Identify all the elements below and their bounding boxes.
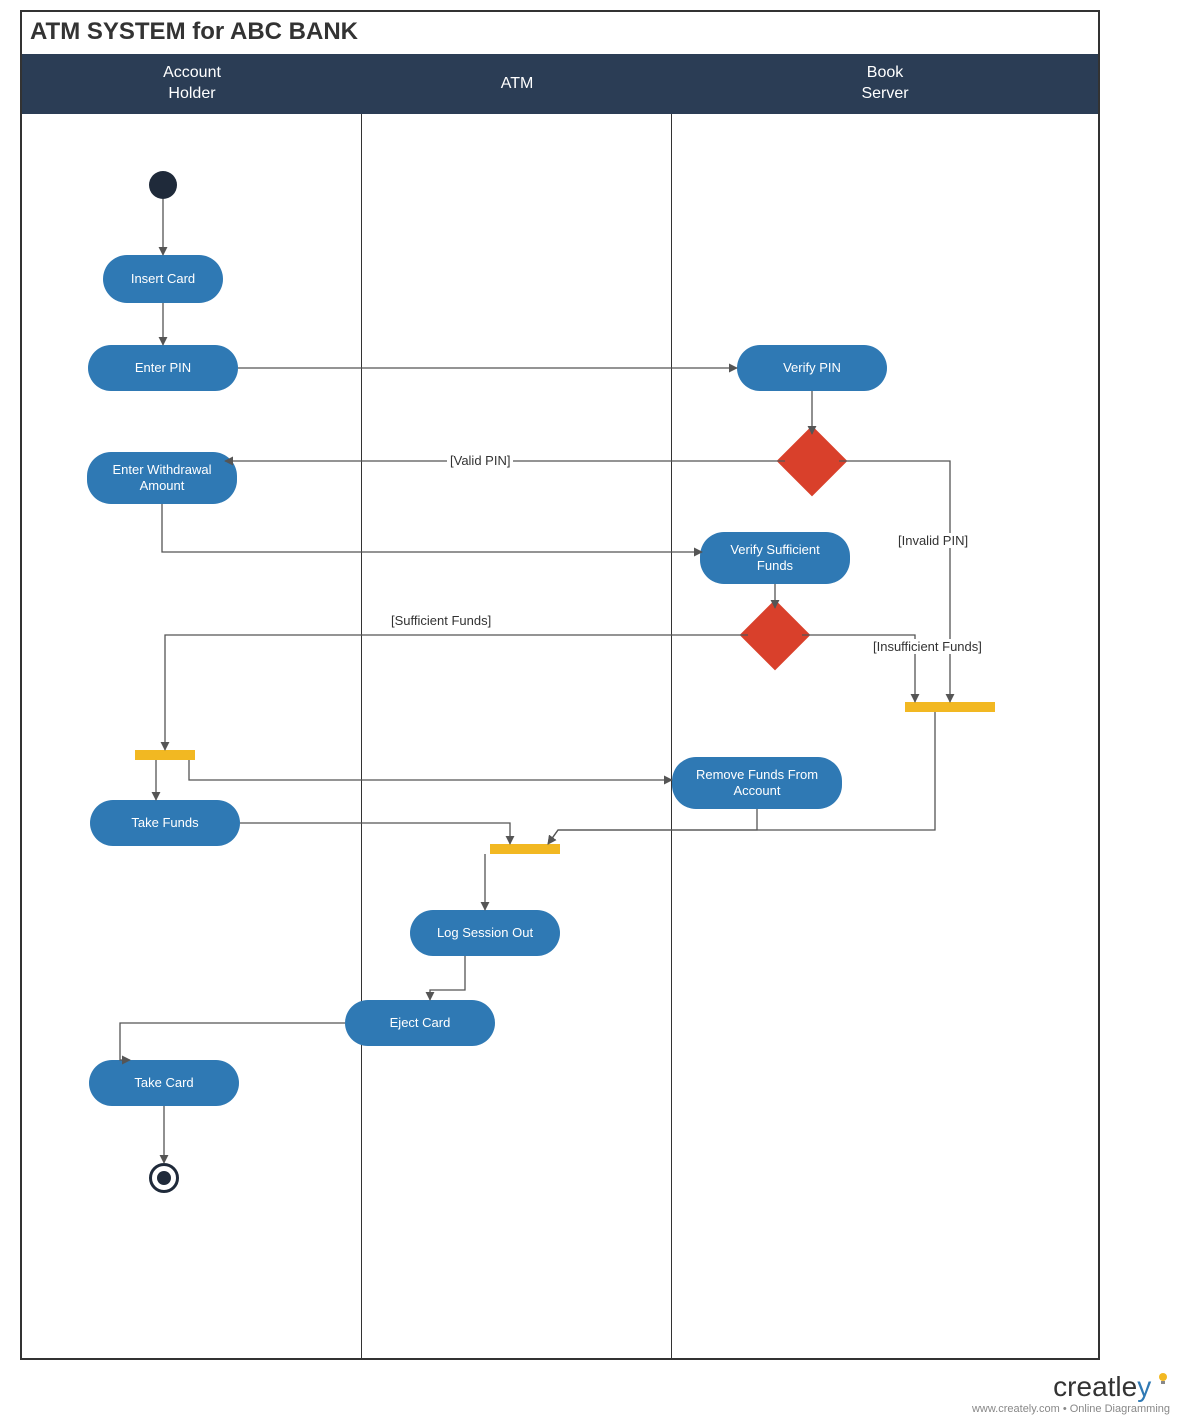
lane-header-lane-book-server: BookServer bbox=[672, 54, 1098, 114]
sync-bar-bar_mid bbox=[490, 844, 560, 854]
activity-take_funds: Take Funds bbox=[90, 800, 240, 846]
lane-body-lane-book-server bbox=[672, 114, 1098, 1360]
lane-header-lane-atm: ATM bbox=[362, 54, 672, 114]
activity-verify_funds: Verify SufficientFunds bbox=[700, 532, 850, 584]
edge-label-e5_invalid: [Invalid PIN] bbox=[895, 533, 971, 548]
activity-enter_withdrawal: Enter WithdrawalAmount bbox=[87, 452, 237, 504]
brand-tagline: www.creately.com • Online Diagramming bbox=[972, 1403, 1170, 1415]
activity-take_card: Take Card bbox=[89, 1060, 239, 1106]
sync-bar-bar_left bbox=[135, 750, 195, 760]
footer-branding: creatley www.creately.com • Online Diagr… bbox=[972, 1371, 1170, 1415]
lane-header-lane-account-holder: AccountHolder bbox=[22, 54, 362, 114]
edge-label-e7_suff: [Sufficient Funds] bbox=[388, 613, 494, 628]
activity-enter_pin: Enter PIN bbox=[88, 345, 238, 391]
activity-verify_pin: Verify PIN bbox=[737, 345, 887, 391]
diagram-title: ATM SYSTEM for ABC BANK bbox=[30, 18, 358, 46]
lane-body-lane-atm bbox=[362, 114, 672, 1360]
activity-eject_card: Eject Card bbox=[345, 1000, 495, 1046]
lightbulb-icon bbox=[1156, 1371, 1170, 1399]
activity-remove_funds: Remove Funds FromAccount bbox=[672, 757, 842, 809]
end-node bbox=[149, 1163, 179, 1193]
sync-bar-bar_right bbox=[905, 702, 995, 712]
edge-label-e7_insuff: [Insufficient Funds] bbox=[870, 639, 985, 654]
edge-label-e5_valid: [Valid PIN] bbox=[447, 453, 513, 468]
activity-insert_card: Insert Card bbox=[103, 255, 223, 303]
activity-log_out: Log Session Out bbox=[410, 910, 560, 956]
brand-logo: creatley bbox=[972, 1371, 1170, 1403]
start-node bbox=[149, 171, 177, 199]
diagram-canvas: ATM SYSTEM for ABC BANK AccountHolderATM… bbox=[0, 0, 1200, 1425]
